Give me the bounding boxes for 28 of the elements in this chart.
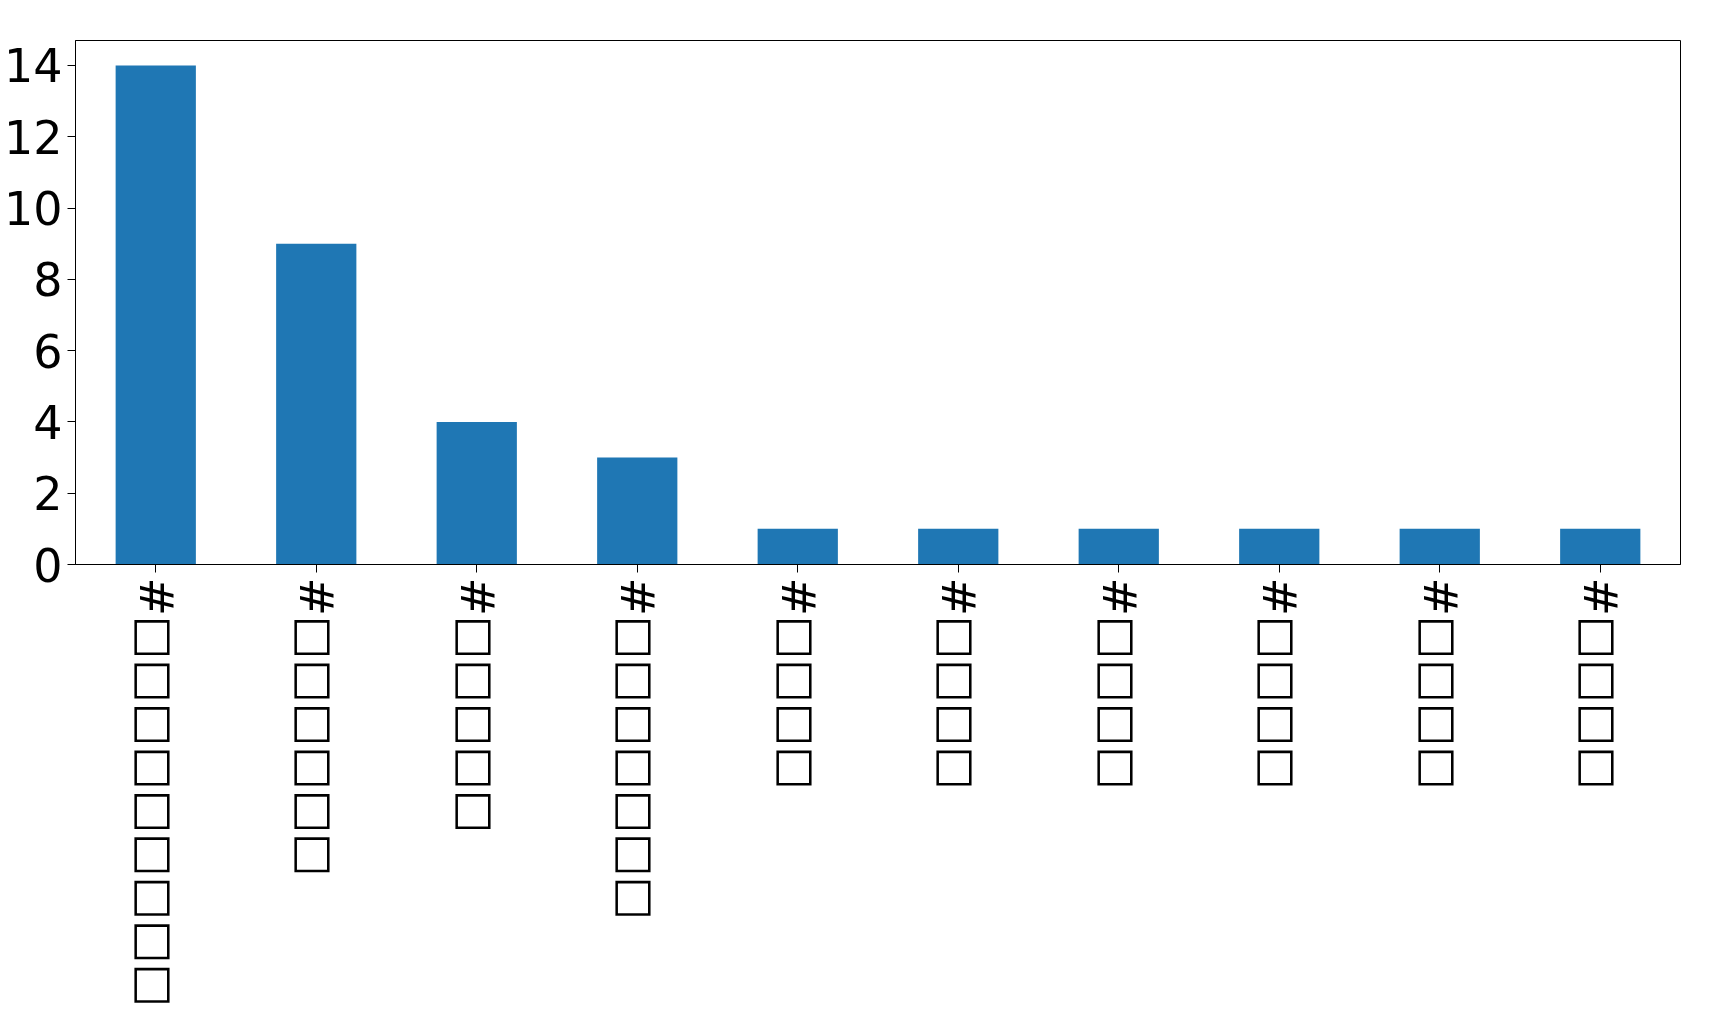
bar (918, 528, 999, 565)
bar (276, 243, 357, 565)
bar (1239, 528, 1320, 565)
x-tick-label: #□□□□□□ (289, 577, 344, 877)
bar (597, 457, 678, 565)
x-tick-label: #□□□□ (1091, 577, 1146, 790)
x-tick-label: #□□□□ (770, 577, 825, 790)
y-tick-label: 8 (33, 253, 63, 308)
bar (757, 528, 838, 565)
y-tick-label: 4 (33, 395, 63, 450)
x-tick-label: #□□□□□ (449, 577, 504, 834)
bar (1399, 528, 1480, 565)
x-tick-label: #□□□□ (1412, 577, 1467, 790)
x-tick-label: #□□□□ (931, 577, 986, 790)
x-tick-label: #□□□□ (1573, 577, 1628, 790)
bar (1078, 528, 1159, 565)
y-tick-label: 6 (33, 324, 63, 379)
y-tick-label: 14 (3, 39, 63, 94)
x-tick-label: #□□□□□□□ (610, 577, 665, 921)
y-tick-label: 2 (33, 467, 63, 522)
y-tick-label: 12 (3, 110, 63, 165)
x-tick-label: #□□□□ (1252, 577, 1307, 790)
bar (1560, 528, 1641, 565)
y-tick-label: 0 (33, 538, 63, 593)
y-tick-label: 10 (3, 182, 63, 237)
bar (115, 65, 196, 565)
bar (436, 421, 517, 565)
x-tick-label: #□□□□□□□□□ (128, 577, 183, 1008)
